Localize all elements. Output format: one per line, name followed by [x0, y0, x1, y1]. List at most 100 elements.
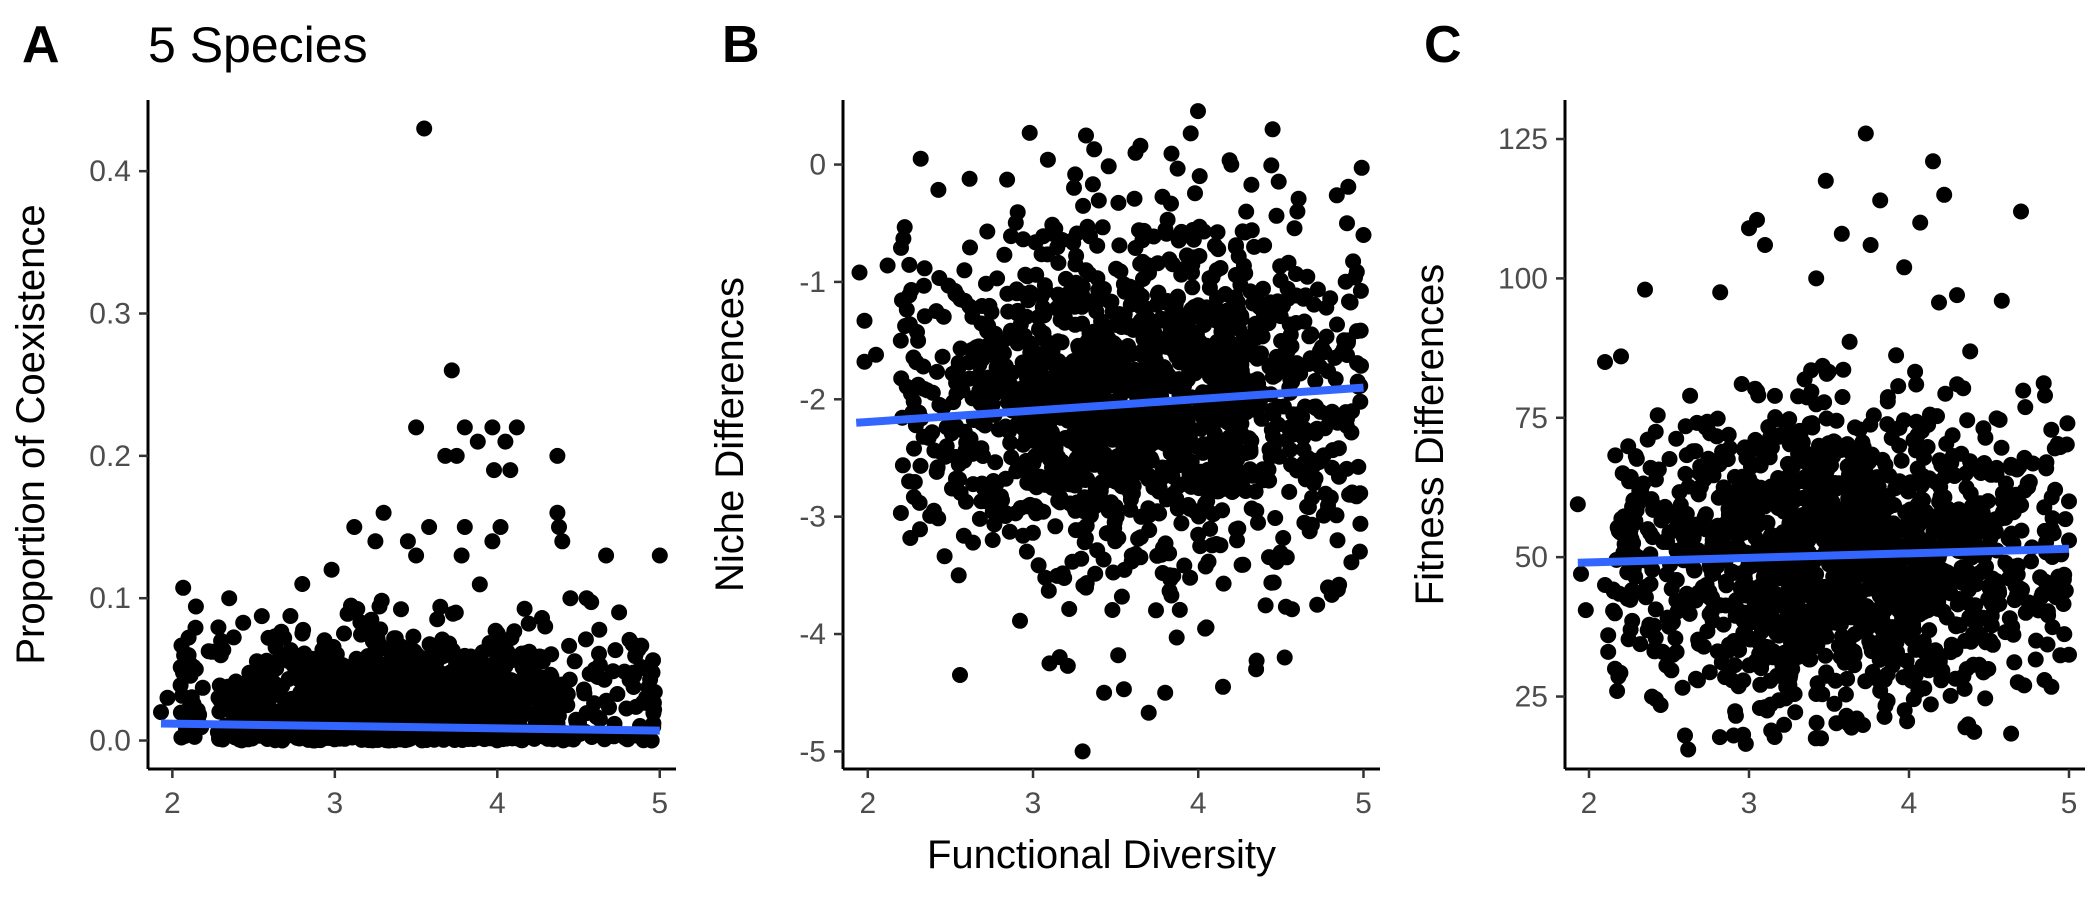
y-tick-label: 0.0 [89, 725, 131, 758]
data-point [1674, 679, 1691, 696]
data-point [223, 726, 240, 743]
data-point [213, 632, 230, 649]
data-point [1991, 411, 2008, 428]
data-point [1243, 222, 1260, 239]
data-point [1056, 314, 1073, 331]
data-point [1173, 515, 1190, 532]
data-point [984, 532, 1001, 548]
data-point [1701, 664, 1718, 681]
data-point [1257, 597, 1274, 614]
data-point [1268, 207, 1285, 224]
data-point [561, 671, 578, 688]
data-point [1759, 645, 1776, 662]
data-point [1729, 537, 1746, 554]
data-point [280, 652, 297, 669]
data-point [1646, 643, 1663, 660]
data-point [643, 732, 660, 749]
data-point [1034, 376, 1051, 393]
x-tick-label: 2 [859, 787, 876, 820]
data-point [249, 726, 266, 743]
data-point [1782, 498, 1798, 515]
data-point [1075, 197, 1092, 214]
data-point [401, 710, 418, 727]
data-point [566, 653, 583, 670]
data-point [925, 502, 942, 519]
data-point [1699, 413, 1716, 430]
data-point [1972, 626, 1989, 643]
data-point [1142, 450, 1159, 467]
data-point [1652, 697, 1669, 713]
data-point [1286, 220, 1303, 237]
data-point [1932, 479, 1949, 495]
data-point [2044, 510, 2061, 527]
data-point [1837, 686, 1854, 703]
data-point [1962, 485, 1979, 502]
data-point [1245, 295, 1262, 312]
x-tick-label: 5 [651, 787, 668, 820]
data-point [1041, 655, 1058, 672]
data-point [1140, 507, 1157, 524]
data-point [1017, 266, 1034, 283]
data-point [1689, 672, 1706, 689]
data-point [1841, 333, 1858, 350]
data-point [575, 681, 592, 698]
data-point [1066, 179, 1082, 196]
data-point [1228, 237, 1244, 254]
data-point [1025, 455, 1042, 472]
data-point [1353, 159, 1370, 176]
data-point [1887, 480, 1904, 497]
data-point [1987, 511, 2004, 528]
data-point [346, 519, 363, 535]
data-point [1047, 220, 1064, 237]
data-point [975, 377, 992, 394]
data-point [1882, 596, 1899, 613]
data-point [1082, 228, 1098, 245]
y-tick-label: -1 [799, 266, 826, 299]
data-point [1916, 680, 1933, 697]
data-point [1097, 446, 1113, 463]
data-point [953, 382, 970, 399]
data-point [1609, 683, 1626, 699]
data-point [1191, 168, 1208, 185]
data-point [1770, 627, 1787, 644]
data-point [503, 630, 520, 646]
data-point [1789, 574, 1806, 591]
data-point [1698, 576, 1715, 593]
data-point [912, 150, 929, 167]
data-point [1168, 629, 1185, 646]
data-point [935, 308, 952, 325]
data-point [221, 590, 238, 607]
data-point [1989, 575, 2006, 592]
data-point [1632, 636, 1649, 653]
data-point [1352, 282, 1369, 299]
data-point [1928, 574, 1945, 591]
data-point [1275, 530, 1292, 546]
data-point [1622, 521, 1639, 538]
data-point [999, 171, 1016, 188]
data-point [1746, 582, 1763, 599]
data-point [1148, 602, 1164, 619]
data-point [947, 449, 964, 465]
data-point [591, 645, 607, 662]
data-point [210, 619, 227, 636]
data-point [1146, 324, 1163, 341]
data-point [621, 631, 638, 648]
data-point [1176, 557, 1193, 574]
data-point [1827, 479, 1843, 496]
data-point [1263, 157, 1280, 174]
data-point [1188, 308, 1205, 325]
data-point [1711, 729, 1728, 746]
data-point [987, 454, 1004, 471]
data-point [481, 635, 498, 651]
data-point [1111, 237, 1128, 254]
data-point [1078, 456, 1095, 473]
data-point [1003, 228, 1019, 245]
trend-line [160, 719, 660, 735]
data-point [1852, 480, 1869, 497]
data-point [1933, 672, 1950, 689]
data-point [1197, 558, 1214, 575]
data-point [996, 331, 1013, 348]
data-point [376, 675, 393, 692]
data-point [1833, 564, 1850, 581]
data-point [1152, 377, 1168, 394]
